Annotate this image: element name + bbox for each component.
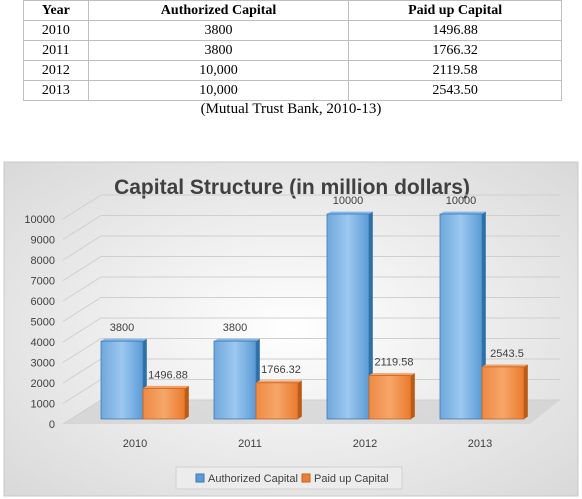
y-tick-label: 1000 <box>31 399 55 411</box>
chart-gridlines <box>62 194 560 425</box>
y-tick-label: 5000 <box>31 317 55 329</box>
gridline <box>62 194 560 220</box>
legend-box <box>175 466 403 490</box>
table-caption: (Mutual Trust Bank, 2010-13) <box>200 101 382 117</box>
y-axis: 0 1000 2000 3000 4000 5000 6000 7000 8000 9000 100… <box>24 214 55 431</box>
table-row: 2013 10,000 2543.50 <box>23 80 562 101</box>
table-row: 2011 3800 1766.32 <box>23 40 562 61</box>
x-tick-label: 2010 <box>123 438 147 450</box>
bar-paid-up-capital <box>142 387 186 420</box>
capital-table: Year Authorized Capital Paid up Capital … <box>23 0 562 101</box>
cell-year: 2010 <box>23 20 89 41</box>
data-label: 1766.32 <box>261 364 301 376</box>
data-label: 10000 <box>333 195 364 207</box>
data-label: 3800 <box>110 322 134 334</box>
gridline <box>62 256 560 281</box>
bar-paid-up-capital <box>368 375 412 420</box>
cell-paidup: 2119.58 <box>348 60 562 81</box>
cell-year: 2013 <box>23 80 89 101</box>
x-axis: 2010 2011 2012 2013 <box>123 438 492 450</box>
data-label: 1496.88 <box>148 369 188 381</box>
bar-top <box>143 385 189 389</box>
y-tick-label: 7000 <box>31 276 55 288</box>
bar-authorized-capital <box>326 213 370 420</box>
bar-side <box>369 211 373 419</box>
cell-authorized: 3800 <box>87 20 350 41</box>
chart-bars: 3800 1496.88 3800 1766.32 10000 2119.58 10000 2… <box>100 195 528 420</box>
y-tick-label: 0 <box>49 419 55 431</box>
bar-paid-up-capital <box>255 382 299 420</box>
table-header-row: Year Authorized Capital Paid up Capital <box>23 0 562 21</box>
bar-top <box>482 364 528 367</box>
data-label: 3800 <box>223 322 247 334</box>
legend-label: Authorized Capital <box>208 473 298 485</box>
y-tick-label: 3000 <box>31 358 55 370</box>
y-tick-label: 9000 <box>31 235 55 247</box>
bar-side <box>411 373 415 419</box>
y-tick-label: 10000 <box>24 214 55 226</box>
bar-side <box>298 380 302 419</box>
bar-authorized-capital <box>100 340 144 420</box>
capital-table-container: Year Authorized Capital Paid up Capital … <box>23 0 562 101</box>
bar-side <box>524 364 528 419</box>
bar-authorized-capital <box>439 213 483 420</box>
cell-paidup: 1766.32 <box>348 40 562 61</box>
gridline <box>62 317 560 343</box>
legend-swatch <box>195 473 205 483</box>
x-tick-label: 2013 <box>468 438 492 450</box>
gridline <box>62 276 560 302</box>
x-tick-label: 2011 <box>238 438 262 450</box>
bar-paid-up-capital <box>481 366 525 420</box>
cell-authorized: 10,000 <box>87 80 350 101</box>
bar-top <box>101 338 147 342</box>
bar-top <box>256 380 302 383</box>
bar-top <box>369 373 415 376</box>
data-label: 10000 <box>446 195 477 207</box>
x-tick-label: 2012 <box>353 438 377 450</box>
chart-legend: Authorized Capital Paid up Capital <box>175 466 403 490</box>
bar-top <box>327 211 373 214</box>
gridline <box>62 235 560 261</box>
header-authorized: Authorized Capital <box>87 0 350 21</box>
data-label: 2119.58 <box>375 357 414 369</box>
table-row: 2012 10,000 2119.58 <box>23 60 562 81</box>
y-tick-label: 4000 <box>31 337 55 349</box>
legend-swatch <box>301 473 311 483</box>
bar-top <box>440 211 486 214</box>
gridline <box>62 215 560 240</box>
bar-top <box>214 338 260 342</box>
cell-authorized: 10,000 <box>87 60 350 81</box>
y-tick-label: 6000 <box>31 296 55 308</box>
capital-structure-chart: Capital Structure (in million dollars) 0… <box>3 161 579 497</box>
table-row: 2010 3800 1496.88 <box>23 20 562 41</box>
chart-title: Capital Structure (in million dollars) <box>114 176 470 199</box>
header-year: Year <box>23 0 89 21</box>
cell-paidup: 1496.88 <box>348 20 562 41</box>
legend-label: Paid up Capital <box>314 473 389 485</box>
cell-authorized: 3800 <box>87 40 350 61</box>
cell-year: 2011 <box>23 40 89 61</box>
y-tick-label: 2000 <box>31 378 55 390</box>
cell-year: 2012 <box>23 60 89 81</box>
cell-paidup: 2543.50 <box>348 80 562 101</box>
gridline <box>62 297 560 322</box>
data-label: 2543.5 <box>490 348 524 360</box>
gridline <box>62 338 560 363</box>
bar-authorized-capital <box>213 340 257 420</box>
y-tick-label: 8000 <box>31 255 55 267</box>
bar-side <box>185 385 189 419</box>
header-paidup: Paid up Capital <box>348 0 562 21</box>
